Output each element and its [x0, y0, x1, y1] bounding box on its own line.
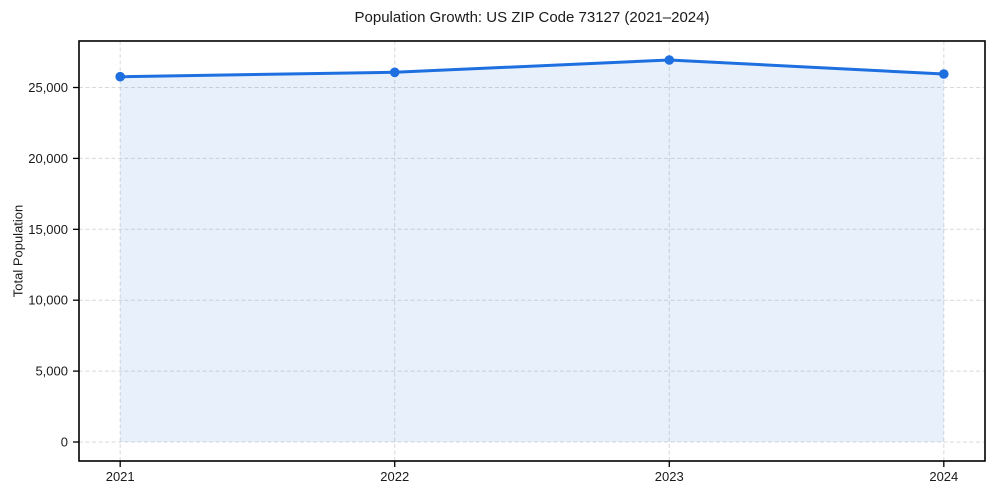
x-tick-label: 2024	[929, 469, 958, 484]
data-point	[939, 69, 949, 79]
y-tick-label: 0	[61, 434, 68, 449]
data-line	[118, 58, 946, 79]
y-tick-label: 15,000	[28, 222, 68, 237]
data-point	[115, 71, 125, 82]
x-tick-label: 2021	[106, 469, 135, 484]
y-tick-label: 5,000	[35, 364, 68, 379]
y-tick-label: 25,000	[28, 80, 68, 95]
area-fill	[120, 60, 944, 442]
data-point	[389, 67, 400, 78]
data-point	[664, 55, 675, 65]
plot-border	[78, 40, 986, 462]
x-tick-label: 2023	[655, 469, 684, 484]
chart-title: Population Growth: US ZIP Code 73127 (20…	[354, 9, 710, 26]
y-tick-label: 20,000	[28, 151, 68, 166]
x-tick-label: 2022	[380, 469, 409, 484]
y-tick-label: 10,000	[28, 293, 68, 308]
